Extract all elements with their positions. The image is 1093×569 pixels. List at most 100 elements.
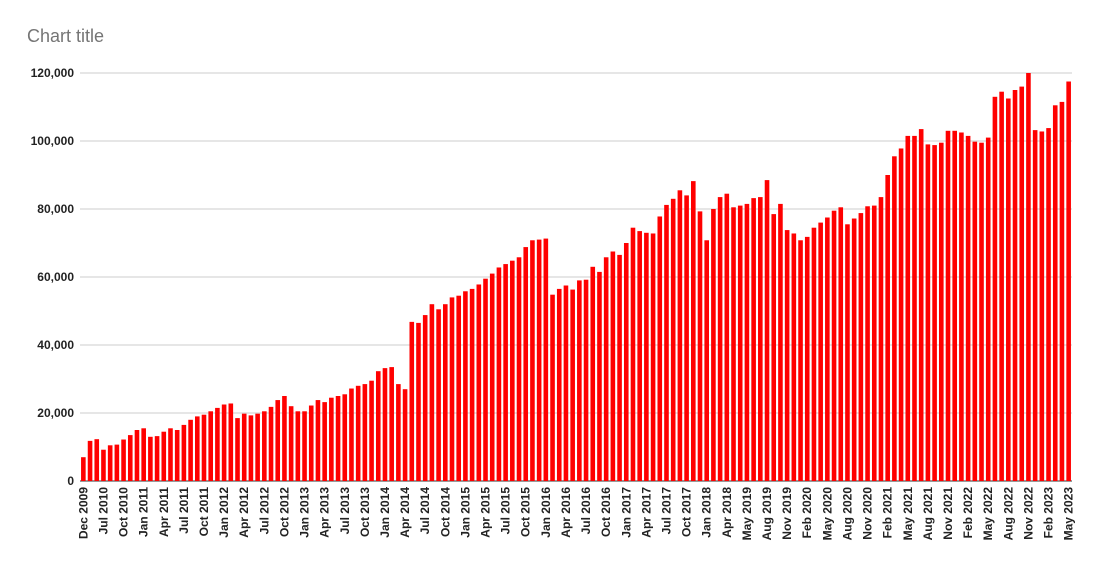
bar [711,209,716,481]
bar [563,285,569,481]
x-tick-label: May 2022 [981,487,995,541]
bar [657,216,663,482]
bar [288,406,294,481]
bar [449,297,455,481]
bar [101,449,106,481]
bar [717,197,723,481]
bar [396,384,401,481]
bar [315,400,321,481]
bar [536,239,542,481]
bar [369,380,374,481]
x-tick-label: May 2023 [1062,487,1076,541]
bar [570,289,575,481]
y-tick-label: 20,000 [37,406,74,420]
bar [670,198,676,482]
bar [342,394,348,481]
x-tick-label: Apr 2011 [157,487,171,537]
bar [811,227,817,481]
bar [1059,101,1065,482]
bar [825,217,830,481]
bar [469,288,475,481]
bar [684,195,689,481]
bar [1006,98,1011,481]
bar [1019,86,1025,481]
bar [945,130,951,482]
bar [235,418,240,481]
bar [295,411,301,481]
x-tick-label: May 2020 [820,487,834,541]
x-tick-label: Jul 2014 [418,487,432,535]
bar [121,439,126,481]
bar [979,142,984,481]
bar [932,145,937,481]
bar [1012,90,1018,481]
x-tick-label: Jul 2015 [499,487,513,535]
bar [959,132,964,481]
x-tick-label: Feb 2021 [881,487,895,539]
bar [677,190,683,482]
x-tick-label: Apr 2013 [318,487,332,538]
bar [255,413,260,481]
bar [422,315,428,481]
bar [228,403,234,481]
bar [697,211,703,481]
bar [831,210,837,481]
bar [905,135,911,481]
bar [603,257,609,481]
bar [758,197,763,481]
x-tick-label: Oct 2017 [680,487,694,537]
x-tick-label: Aug 2020 [840,487,854,541]
bar [892,156,897,482]
bar [208,411,214,481]
bar [416,322,421,481]
x-tick-label: Nov 2020 [861,487,875,540]
bar [764,180,770,481]
bar [476,284,482,481]
bar [1039,131,1045,482]
bar [751,198,756,481]
bar [871,205,877,481]
bar [623,243,629,481]
bar [496,267,502,481]
bar [483,278,488,481]
bar [161,431,167,481]
bar [322,402,327,481]
x-tick-label: Jan 2011 [137,487,151,537]
bar [577,280,582,481]
bar [215,407,220,481]
y-tick-label: 60,000 [37,270,74,284]
bar [463,291,468,481]
x-tick-label: Jul 2013 [338,487,352,535]
bar [771,214,777,481]
x-tick-label: Jan 2018 [700,487,714,538]
bar [597,271,602,481]
bar [308,405,314,481]
x-tick-label: Aug 2021 [921,487,935,541]
bar [221,404,227,481]
bar [442,304,448,481]
bar [845,224,850,482]
bar [489,273,495,481]
x-tick-label: Jan 2016 [539,487,553,538]
bar [107,445,113,481]
bar [898,148,904,482]
bar [737,205,743,481]
x-tick-label: Aug 2019 [760,487,774,541]
x-tick-label: Oct 2010 [117,487,131,537]
bar [382,368,388,481]
bar [878,197,884,481]
bar [275,400,281,481]
x-tick-label: Aug 2022 [1001,487,1015,541]
x-tick-label: Nov 2019 [780,487,794,540]
bar [248,415,254,481]
bar [87,440,93,481]
bar [355,385,361,481]
bar [409,321,415,481]
x-tick-label: Jan 2014 [378,487,392,538]
bar [329,397,334,481]
bar [818,222,823,481]
bar [838,207,844,482]
bar [885,175,890,481]
bar [952,130,958,482]
x-tick-label: Jan 2015 [458,487,472,538]
